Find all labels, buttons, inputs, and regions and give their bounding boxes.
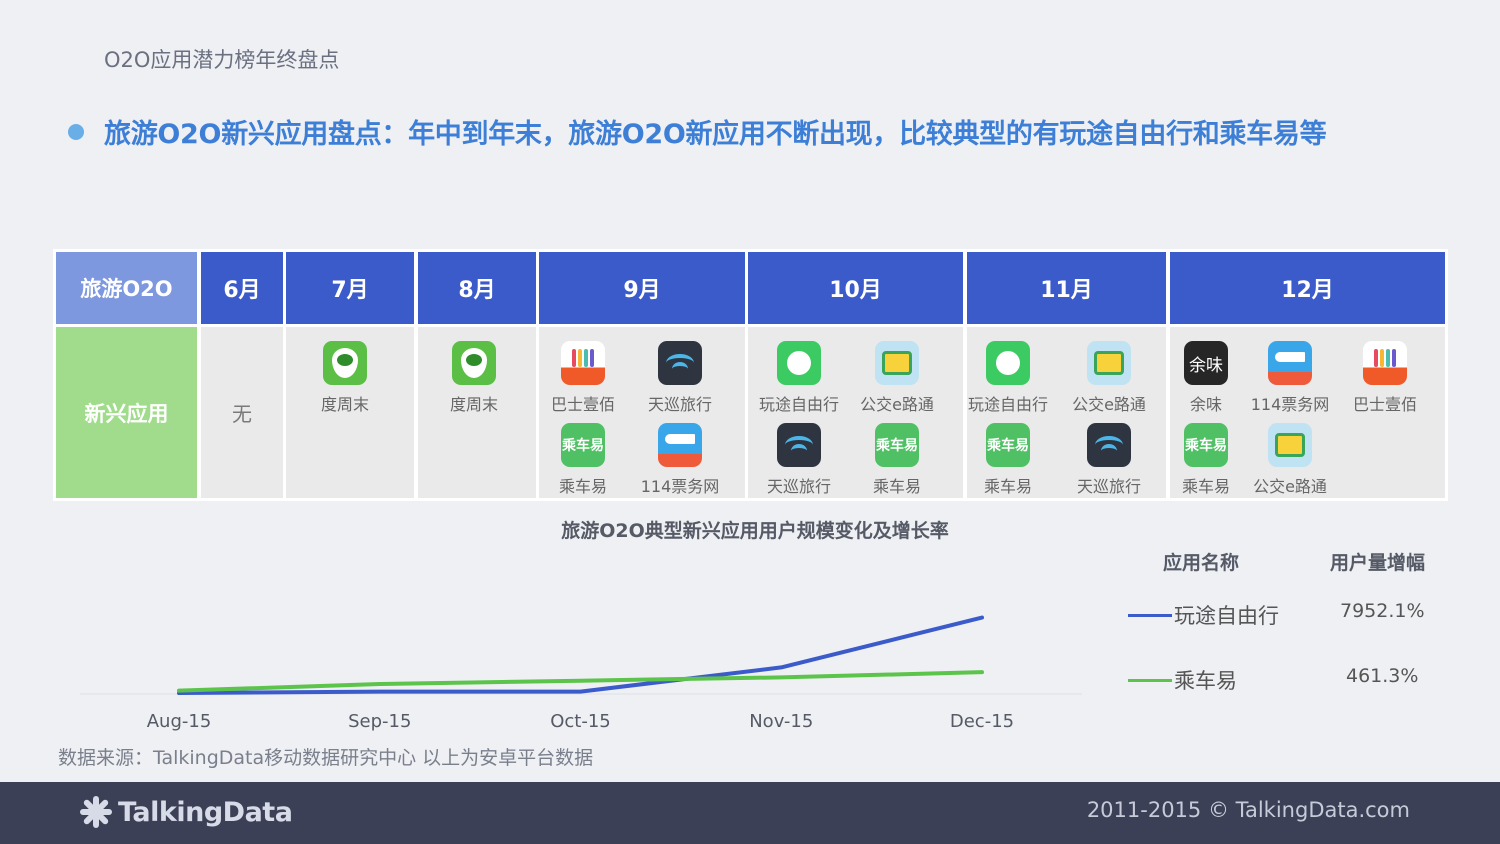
app-114piaowu: 114票务网: [1238, 341, 1342, 415]
app-bashiyibai: 巴士壹佰: [1333, 341, 1437, 415]
legend-row-chengcheyi: 乘车易 461.3%: [1128, 665, 1448, 695]
month-header-8: 8月: [418, 252, 536, 324]
app-duzhoumo: 度周末: [422, 341, 526, 415]
x-tick-label: Nov-15: [749, 711, 813, 732]
app-wantu: 玩途自由行: [747, 341, 851, 415]
month-cell-6: 无: [201, 327, 283, 498]
app-gongjiao: 公交e路通: [845, 341, 949, 415]
logo-mark-icon: [80, 796, 112, 828]
chengcheyi-icon: 乘车易: [1184, 423, 1228, 467]
talkingdata-logo: TalkingData: [80, 796, 293, 828]
x-tick-label: Sep-15: [348, 711, 411, 732]
legend-label: 玩途自由行: [1174, 604, 1279, 628]
month-header-9: 9月: [539, 252, 745, 324]
tianxun-icon: [1087, 423, 1131, 467]
month-header-10: 10月: [748, 252, 963, 324]
line-chart: Aug-15 Sep-15 Oct-15 Nov-15 Dec-15: [80, 615, 1082, 732]
legend-line-wantu: [1128, 614, 1172, 617]
app-tianxun: 天巡旅行: [1057, 423, 1161, 497]
gongjiao-icon: [1268, 423, 1312, 467]
x-tick-label: Aug-15: [147, 711, 212, 732]
logo-text: TalkingData: [118, 796, 293, 828]
app-yuwei: 余味 余味: [1154, 341, 1258, 415]
copyright: 2011-2015 © TalkingData.com: [1086, 798, 1410, 822]
tianxun-icon: [658, 341, 702, 385]
duzhoumo-icon: [323, 341, 367, 385]
app-tianxun: 天巡旅行: [628, 341, 732, 415]
app-chengcheyi: 乘车易 乘车易: [845, 423, 949, 497]
app-114piaowu: 114票务网: [628, 423, 732, 497]
app-gongjiao: 公交e路通: [1057, 341, 1161, 415]
duzhoumo-icon: [452, 341, 496, 385]
bashiyibai-icon: [561, 341, 605, 385]
x-tick-label: Dec-15: [950, 711, 1014, 732]
app-chengcheyi: 乘车易 乘车易: [956, 423, 1060, 497]
app-duzhoumo: 度周末: [293, 341, 397, 415]
tianxun-icon: [777, 423, 821, 467]
gongjiao-icon: [1087, 341, 1131, 385]
app-wantu: 玩途自由行: [956, 341, 1060, 415]
legend-col-name: 应用名称: [1163, 552, 1240, 574]
month-header-6: 6月: [201, 252, 283, 324]
table-row-header: 新兴应用: [56, 327, 197, 498]
month-header-7: 7月: [286, 252, 414, 324]
page-header: O2O应用潜力榜年终盘点: [104, 48, 340, 72]
month-header-12: 12月: [1170, 252, 1445, 324]
legend-line-chengcheyi: [1128, 679, 1172, 682]
app-gongjiao: 公交e路通: [1238, 423, 1342, 497]
legend-col-growth: 用户量增幅: [1330, 552, 1426, 574]
114piaowu-icon: [1268, 341, 1312, 385]
bullet-icon: [68, 124, 84, 140]
footer: TalkingData 2011-2015 © TalkingData.com: [0, 782, 1500, 844]
wantu-icon: [986, 341, 1030, 385]
chengcheyi-icon: 乘车易: [986, 423, 1030, 467]
bashiyibai-icon: [1363, 341, 1407, 385]
legend-growth: 7952.1%: [1340, 600, 1425, 622]
app-chengcheyi: 乘车易 乘车易: [531, 423, 635, 497]
table-corner-header: 旅游O2O: [56, 252, 197, 324]
month-header-11: 11月: [967, 252, 1166, 324]
gongjiao-icon: [875, 341, 919, 385]
series-line-1: [177, 670, 984, 693]
app-tianxun: 天巡旅行: [747, 423, 851, 497]
emerging-apps-table: 旅游O2O 6月 7月 8月 9月 10月 11月 12月 新兴应用 无 度周末…: [53, 249, 1448, 501]
x-tick-label: Oct-15: [550, 711, 611, 732]
wantu-icon: [777, 341, 821, 385]
app-chengcheyi: 乘车易 乘车易: [1154, 423, 1258, 497]
yuwei-icon: 余味: [1184, 341, 1228, 385]
114piaowu-icon: [658, 423, 702, 467]
app-bashiyibai: 巴士壹佰: [531, 341, 635, 415]
legend-row-wantu: 玩途自由行 7952.1%: [1128, 600, 1448, 630]
chengcheyi-icon: 乘车易: [561, 423, 605, 467]
headline: 旅游O2O新兴应用盘点：年中到年末，旅游O2O新应用不断出现，比较典型的有玩途自…: [104, 119, 1327, 150]
legend-label: 乘车易: [1174, 669, 1237, 693]
series-line-0: [177, 615, 984, 696]
data-source: 数据来源：TalkingData移动数据研究中心 以上为安卓平台数据: [58, 747, 594, 769]
chengcheyi-icon: 乘车易: [875, 423, 919, 467]
legend-growth: 461.3%: [1346, 665, 1419, 687]
chart-title: 旅游O2O典型新兴应用用户规模变化及增长率: [561, 520, 949, 542]
